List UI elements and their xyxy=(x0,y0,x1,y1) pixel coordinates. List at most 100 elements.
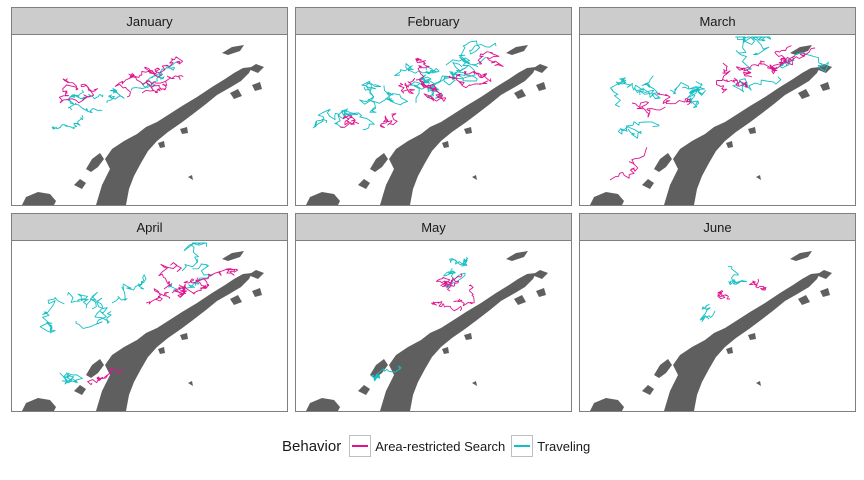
traveling-track xyxy=(732,76,782,93)
traveling-track xyxy=(39,297,65,334)
land-mass xyxy=(816,64,832,73)
legend-key-search xyxy=(349,435,372,457)
traveling-track xyxy=(449,257,468,267)
land-mass xyxy=(748,333,756,340)
area-restricted-search-track xyxy=(114,73,149,98)
traveling-track xyxy=(111,274,147,304)
area-restricted-search-track xyxy=(129,66,156,78)
area-restricted-search-track xyxy=(145,288,171,305)
traveling-track xyxy=(727,265,748,286)
facet-panel-may: May xyxy=(295,213,572,412)
area-restricted-search-track xyxy=(435,276,451,288)
traveling-track xyxy=(419,74,440,93)
land-mass xyxy=(306,192,340,205)
area-restricted-search-track xyxy=(59,83,99,104)
land-mass xyxy=(506,251,528,261)
traveling-track xyxy=(445,40,497,66)
area-restricted-search-track xyxy=(419,80,443,95)
land-mass xyxy=(748,127,756,134)
land-mass xyxy=(306,398,340,411)
map-svg xyxy=(590,251,832,411)
legend-title: Behavior xyxy=(282,437,342,455)
traveling-track xyxy=(67,291,98,310)
land-mass xyxy=(222,45,244,55)
facet-panel-january: January xyxy=(11,7,288,206)
area-restricted-search-track xyxy=(430,301,463,312)
land-mass xyxy=(86,359,104,378)
map-svg xyxy=(22,242,264,411)
land-mass xyxy=(442,141,449,148)
area-restricted-search-track xyxy=(464,70,492,82)
area-restricted-search-track xyxy=(735,62,761,78)
land-mass xyxy=(506,45,528,55)
land-mass xyxy=(158,141,165,148)
land-mass xyxy=(654,359,672,378)
map-svg xyxy=(306,40,548,205)
land-mass xyxy=(222,251,244,261)
map-plot xyxy=(295,34,572,206)
land-mass xyxy=(664,67,820,205)
map-svg xyxy=(590,36,832,205)
land-mass xyxy=(536,288,546,297)
area-restricted-search-track xyxy=(631,101,666,118)
land-mass xyxy=(358,385,370,395)
land-mass xyxy=(472,381,477,386)
land-mass xyxy=(664,273,820,411)
traveling-track xyxy=(312,108,344,129)
traveling-track xyxy=(634,75,661,100)
land-mass xyxy=(442,347,449,354)
land-mass xyxy=(22,398,56,411)
area-restricted-search-track xyxy=(717,290,731,300)
land-mass xyxy=(252,82,262,91)
land-mass xyxy=(86,153,104,172)
land-mass xyxy=(798,89,810,99)
facet-panel-february: February xyxy=(295,7,572,206)
traveling-track xyxy=(669,81,706,99)
traveling-track xyxy=(51,115,84,130)
land-mass xyxy=(816,270,832,279)
area-restricted-search-track xyxy=(141,80,168,94)
area-restricted-search-track xyxy=(398,77,416,94)
land-mass xyxy=(514,295,526,305)
land-mass xyxy=(464,127,472,134)
area-restricted-search-track xyxy=(183,277,210,289)
traveling-track xyxy=(394,63,440,77)
area-restricted-search-track xyxy=(415,57,430,81)
land-mass xyxy=(188,381,193,386)
land-mass xyxy=(590,192,624,205)
map-plot xyxy=(11,240,288,412)
land-mass xyxy=(654,153,672,172)
traveling-track xyxy=(450,56,487,82)
traveling-track xyxy=(359,80,382,113)
legend-label-traveling: Traveling xyxy=(537,438,591,454)
area-restricted-search-track xyxy=(171,285,207,295)
traveling-track xyxy=(370,365,402,382)
traveling-track xyxy=(68,89,104,100)
land-mass xyxy=(536,82,546,91)
map-plot xyxy=(579,240,856,412)
area-restricted-search-track xyxy=(153,56,184,78)
land-mass xyxy=(22,192,56,205)
traveling-track xyxy=(752,36,772,56)
legend: Behavior Area-restricted Search Travelin… xyxy=(282,434,596,458)
area-restricted-search-track xyxy=(448,73,489,89)
area-restricted-search-track xyxy=(609,147,648,181)
land-mass xyxy=(464,333,472,340)
area-restricted-search-track xyxy=(767,55,795,75)
area-restricted-search-track xyxy=(146,75,184,91)
map-plot xyxy=(11,34,288,206)
land-mass xyxy=(532,64,548,73)
map-svg xyxy=(306,251,548,411)
traveling-track xyxy=(617,121,660,139)
land-mass xyxy=(472,175,477,180)
land-mass xyxy=(74,385,86,395)
facet-strip: March xyxy=(579,7,856,35)
traveling-track xyxy=(443,268,466,289)
land-mass xyxy=(248,270,264,279)
land-mass xyxy=(820,288,830,297)
area-restricted-search-track xyxy=(477,51,504,67)
map-plot xyxy=(579,34,856,206)
facet-panel-april: April xyxy=(11,213,288,412)
map-svg xyxy=(22,45,264,205)
area-restricted-search-track xyxy=(722,77,748,88)
